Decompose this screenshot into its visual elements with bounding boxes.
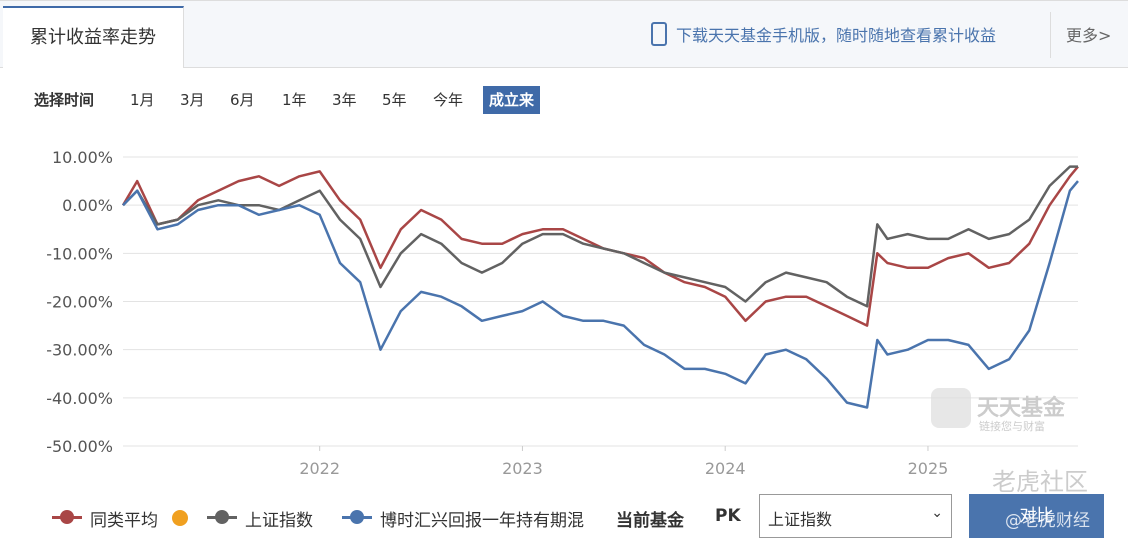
period-option[interactable]: 6月 <box>230 91 255 109</box>
x-tick-label: 2023 <box>502 459 543 478</box>
divider <box>1050 12 1051 58</box>
period-option[interactable]: 3月 <box>180 91 205 109</box>
x-tick-label: 2022 <box>299 459 340 478</box>
header-bar <box>0 0 1128 68</box>
select-value: 上证指数 <box>768 510 833 529</box>
current-fund-label: 当前基金 <box>616 511 684 531</box>
legend-label: 博时汇兴回报一年持有期混 <box>380 511 584 531</box>
watermark-logo <box>931 388 971 428</box>
period-option[interactable]: 3年 <box>332 91 357 109</box>
fund-select[interactable]: 上证指数 ⌄ <box>759 494 952 538</box>
y-tick-label: -10.00% <box>46 244 113 263</box>
period-option[interactable]: 5年 <box>382 91 407 109</box>
compare-button[interactable]: 对比 <box>969 494 1104 538</box>
legend-dot <box>60 510 74 524</box>
legend-dot <box>350 510 364 524</box>
legend-dot <box>215 510 229 524</box>
period-option[interactable]: 今年 <box>433 91 464 109</box>
legend-label: 上证指数 <box>245 511 313 531</box>
x-tick-label: 2024 <box>705 459 746 478</box>
phone-icon <box>651 22 667 46</box>
period-label: 选择时间 <box>34 91 95 109</box>
series-line <box>122 180 1079 409</box>
legend-label: 同类平均 <box>90 511 158 531</box>
promo-link[interactable]: 下载天天基金手机版，随时随地查看累计收益 <box>676 26 997 45</box>
y-tick-label: 10.00% <box>52 148 113 167</box>
tab[interactable]: 累计收益率走势 <box>3 6 184 68</box>
x-tick-label: 2025 <box>908 459 949 478</box>
watermark: @老虎财经 <box>1005 511 1090 531</box>
period-option[interactable]: 1月 <box>130 91 155 109</box>
series-line <box>122 165 1078 308</box>
y-tick-label: -40.00% <box>46 389 113 408</box>
period-option[interactable]: 成立来 <box>483 86 541 114</box>
period-option[interactable]: 1年 <box>282 91 307 109</box>
y-tick-label: 0.00% <box>62 196 113 215</box>
more-link[interactable]: 更多> <box>1066 26 1112 45</box>
select-arrow: ⌄ <box>931 505 943 521</box>
watermark: 天天基金 <box>977 396 1066 421</box>
help-icon <box>172 510 188 526</box>
watermark: 老虎社区 <box>992 468 1088 496</box>
y-tick-label: -20.00% <box>46 293 113 312</box>
y-tick-label: -50.00% <box>46 437 113 456</box>
pk-label: PK <box>715 506 741 526</box>
y-tick-label: -30.00% <box>46 341 113 360</box>
watermark: 链接您与财富 <box>979 420 1045 433</box>
